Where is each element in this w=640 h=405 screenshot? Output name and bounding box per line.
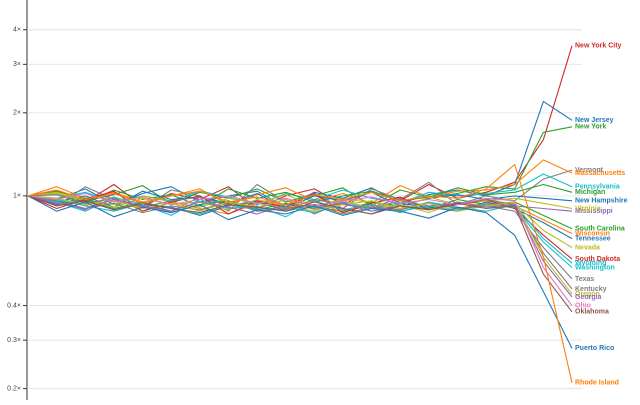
y-tick-label: 0.4×	[7, 303, 21, 310]
series-label: Kentucky	[575, 286, 607, 293]
y-tick-label: 0.3×	[7, 337, 21, 344]
series-line	[27, 163, 573, 384]
y-tick-label: 4×	[13, 27, 21, 34]
series-line	[27, 195, 573, 313]
series-line	[27, 192, 573, 307]
series-label: Michigan	[575, 189, 605, 196]
series-label: Tennessee	[575, 235, 611, 242]
series-label: Nevada	[575, 244, 600, 251]
series-line	[27, 45, 573, 210]
series-label: New York	[575, 124, 606, 131]
series-label: South Carolina	[575, 226, 625, 233]
y-tick-label: 2×	[13, 110, 21, 117]
series-label: Vermont	[575, 167, 604, 174]
series-label: Washington	[575, 264, 615, 271]
series-label: Oklahoma	[575, 309, 609, 316]
series-label: Wisconsin	[575, 230, 610, 237]
series-label: Georgia	[575, 294, 602, 301]
series-label: Rhode Island	[575, 380, 619, 387]
series-label: Pennsylvania	[575, 184, 620, 191]
series-label: Wyoming	[575, 260, 606, 267]
series-line	[27, 183, 573, 207]
series-label: Ohio	[575, 303, 591, 310]
y-tick-label: 0.2×	[7, 386, 21, 393]
series-label: New York City	[575, 43, 622, 50]
series-line	[27, 195, 573, 264]
series-label: New Jersey	[575, 117, 614, 124]
series-label: South Dakota	[575, 256, 620, 263]
series-label: Virginia	[575, 205, 601, 212]
series-line	[27, 126, 573, 207]
y-tick-label: 1×	[13, 193, 21, 200]
series-line	[27, 195, 573, 298]
series-label: New Hampshire	[575, 198, 628, 205]
series-label: Texas	[575, 276, 594, 283]
y-tick-label: 3×	[13, 61, 21, 68]
series-label: Massachusetts	[575, 170, 625, 177]
series-label: Mississippi	[575, 208, 613, 215]
series-line	[27, 195, 573, 349]
series-label: Oregon	[575, 291, 600, 298]
series-label: Puerto Rico	[575, 345, 614, 352]
